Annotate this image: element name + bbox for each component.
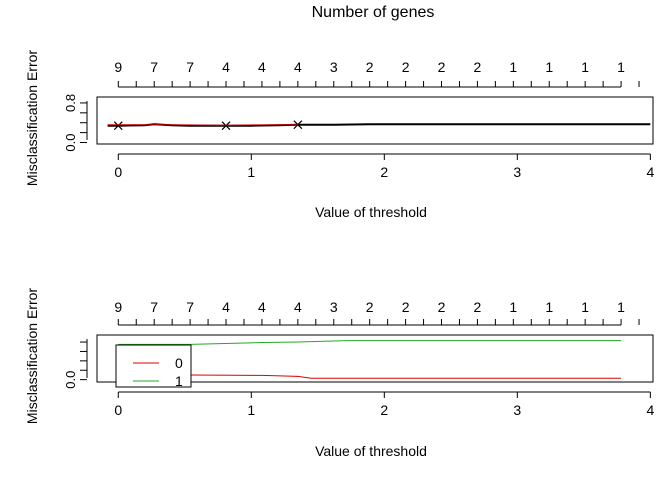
chart-title: Number of genes: [312, 4, 435, 21]
x-tick-label: 2: [380, 402, 388, 418]
top-tick-label: 1: [581, 299, 589, 315]
top-tick-label: 4: [294, 59, 302, 75]
plot-layer-top: 0 1 2 3 4 9 7 7 4 4 4 3 2 2 2 2 1 1 1 1 0.0 0.8: [63, 59, 654, 180]
top-tick-label: 1: [545, 59, 553, 75]
top-tick-label: 7: [186, 299, 194, 315]
panel-bottom: Value of threshold Misclassification Err…: [24, 288, 654, 459]
top-tick-label: 2: [402, 299, 410, 315]
top-tick-label: 2: [366, 59, 374, 75]
top-tick-label: 2: [438, 299, 446, 315]
x-axis-label-top: Value of threshold: [315, 204, 427, 220]
top-tick-label: 4: [258, 59, 266, 75]
top-tick-label: 7: [150, 59, 158, 75]
y-axis-label-bottom: Misclassification Error: [24, 288, 40, 424]
x-axis-label-bottom: Value of threshold: [315, 443, 427, 459]
top-tick-label: 9: [114, 59, 122, 75]
y-tick-label: 0.8: [63, 94, 78, 112]
top-tick-label: 9: [114, 299, 122, 315]
top-tick-label: 1: [617, 59, 625, 75]
x-tick-label: 3: [513, 402, 521, 418]
top-tick-label: 4: [222, 299, 230, 315]
plot-frame-top: [97, 97, 653, 144]
series-line-0: [118, 375, 621, 378]
top-tick-label: 4: [258, 299, 266, 315]
top-tick-label: 1: [509, 59, 517, 75]
top-tick-label: 2: [474, 299, 482, 315]
y-axis-label-top: Misclassification Error: [24, 50, 40, 186]
top-tick-label: 7: [186, 59, 194, 75]
top-tick-label: 4: [294, 299, 302, 315]
top-tick-label: 1: [581, 59, 589, 75]
legend-label: 1: [175, 373, 183, 389]
top-tick-label: 2: [366, 299, 374, 315]
top-tick-label: 2: [402, 59, 410, 75]
top-tick-label: 1: [509, 299, 517, 315]
x-tick-label: 4: [646, 164, 654, 180]
top-tick-label: 3: [330, 299, 338, 315]
top-tick-label: 2: [474, 59, 482, 75]
legend-label: 0: [175, 355, 183, 371]
x-tick-label: 0: [114, 164, 122, 180]
top-tick-label: 3: [330, 59, 338, 75]
x-tick-label: 3: [513, 164, 521, 180]
x-tick-label: 0: [114, 402, 122, 418]
top-tick-label: 1: [545, 299, 553, 315]
y-tick-label: 0.0: [63, 371, 78, 389]
panel-top: Value of threshold Misclassification Err…: [24, 50, 654, 220]
x-tick-label: 4: [646, 402, 654, 418]
series-line-1: [118, 341, 621, 345]
y-tick-label: 0.0: [63, 133, 78, 151]
top-tick-label: 4: [222, 59, 230, 75]
top-tick-label: 1: [617, 299, 625, 315]
x-tick-label: 1: [247, 402, 255, 418]
top-tick-label: 7: [150, 299, 158, 315]
plot-layer-bottom: 0 1 2 3 4 9 7 7 4 4 4 3 2 2 2 2 1 1 1 1 0.0 0 1: [63, 299, 654, 418]
top-tick-label: 2: [438, 59, 446, 75]
x-tick-label: 1: [247, 164, 255, 180]
x-tick-label: 2: [380, 164, 388, 180]
